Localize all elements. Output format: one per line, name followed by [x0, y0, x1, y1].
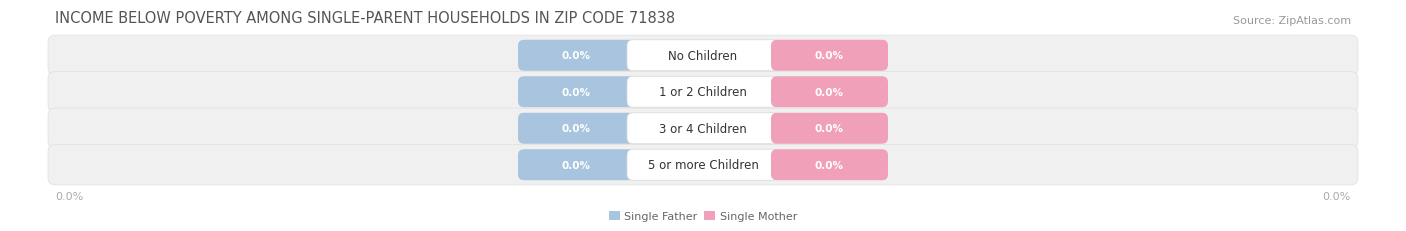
Text: 0.0%: 0.0% — [562, 160, 591, 170]
Text: 1 or 2 Children: 1 or 2 Children — [659, 86, 747, 99]
FancyBboxPatch shape — [770, 113, 889, 144]
Text: 5 or more Children: 5 or more Children — [648, 158, 758, 171]
Text: 0.0%: 0.0% — [815, 124, 844, 134]
Text: 0.0%: 0.0% — [55, 191, 83, 201]
FancyBboxPatch shape — [48, 109, 1358, 149]
Text: 3 or 4 Children: 3 or 4 Children — [659, 122, 747, 135]
Text: 0.0%: 0.0% — [815, 160, 844, 170]
Text: 0.0%: 0.0% — [815, 87, 844, 97]
FancyBboxPatch shape — [48, 36, 1358, 76]
FancyBboxPatch shape — [48, 72, 1358, 112]
FancyBboxPatch shape — [517, 41, 636, 71]
Text: Source: ZipAtlas.com: Source: ZipAtlas.com — [1233, 16, 1351, 26]
FancyBboxPatch shape — [48, 145, 1358, 185]
FancyBboxPatch shape — [770, 77, 889, 108]
FancyBboxPatch shape — [627, 41, 779, 71]
FancyBboxPatch shape — [627, 113, 779, 144]
FancyBboxPatch shape — [517, 113, 636, 144]
Text: No Children: No Children — [668, 49, 738, 62]
Text: 0.0%: 0.0% — [562, 87, 591, 97]
Text: 0.0%: 0.0% — [1323, 191, 1351, 201]
FancyBboxPatch shape — [627, 77, 779, 108]
FancyBboxPatch shape — [770, 150, 889, 180]
Text: 0.0%: 0.0% — [562, 51, 591, 61]
FancyBboxPatch shape — [627, 150, 779, 180]
FancyBboxPatch shape — [517, 77, 636, 108]
Text: 0.0%: 0.0% — [562, 124, 591, 134]
Text: INCOME BELOW POVERTY AMONG SINGLE-PARENT HOUSEHOLDS IN ZIP CODE 71838: INCOME BELOW POVERTY AMONG SINGLE-PARENT… — [55, 11, 675, 26]
Legend: Single Father, Single Mother: Single Father, Single Mother — [605, 206, 801, 225]
FancyBboxPatch shape — [517, 150, 636, 180]
Text: 0.0%: 0.0% — [815, 51, 844, 61]
FancyBboxPatch shape — [770, 41, 889, 71]
